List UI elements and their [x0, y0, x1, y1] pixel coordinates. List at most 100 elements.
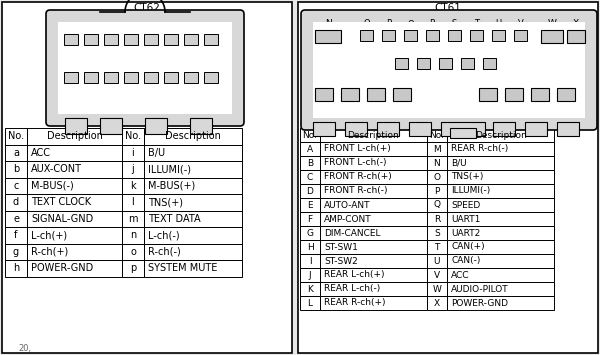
Bar — [427, 142, 447, 156]
Text: H: H — [464, 48, 470, 56]
Text: FRONT L-ch(-): FRONT L-ch(-) — [324, 158, 386, 168]
Text: ST-SW1: ST-SW1 — [324, 242, 358, 251]
Bar — [300, 296, 320, 310]
Bar — [541, 30, 563, 43]
Bar — [144, 178, 242, 194]
Bar — [447, 212, 554, 226]
Text: S: S — [452, 20, 457, 28]
Bar — [27, 211, 122, 227]
Text: p: p — [130, 263, 136, 273]
Text: G: G — [442, 48, 449, 56]
Bar — [320, 184, 427, 198]
Text: CT61: CT61 — [434, 3, 461, 13]
Bar — [144, 211, 242, 227]
Bar — [300, 170, 320, 184]
Text: G: G — [307, 229, 314, 237]
Bar — [122, 211, 144, 227]
Text: B/U: B/U — [451, 158, 467, 168]
Bar — [427, 226, 447, 240]
Bar — [122, 178, 144, 194]
Bar — [300, 226, 320, 240]
Text: R: R — [430, 20, 436, 28]
Bar — [5, 211, 27, 227]
Text: T: T — [434, 242, 440, 251]
Bar — [300, 254, 320, 268]
Bar — [27, 227, 122, 244]
Text: SYSTEM MUTE: SYSTEM MUTE — [148, 263, 217, 273]
Bar — [447, 268, 554, 282]
Text: h: h — [68, 62, 74, 71]
Text: J: J — [487, 77, 490, 87]
Bar — [27, 178, 122, 194]
Text: g: g — [88, 62, 94, 71]
Text: CAN(-): CAN(-) — [451, 257, 481, 266]
Bar — [27, 161, 122, 178]
Text: POWER-GND: POWER-GND — [31, 263, 93, 273]
Text: V: V — [518, 20, 523, 28]
Text: K: K — [511, 77, 517, 87]
Bar — [320, 170, 427, 184]
Text: X: X — [434, 299, 440, 307]
Bar — [367, 88, 385, 101]
Bar — [461, 58, 474, 69]
Bar — [122, 260, 144, 277]
Text: E: E — [307, 201, 313, 209]
Text: g: g — [13, 247, 19, 257]
Bar — [300, 268, 320, 282]
Text: REAR L-ch(+): REAR L-ch(+) — [324, 271, 385, 279]
Text: B: B — [307, 158, 313, 168]
Text: i: i — [131, 148, 134, 158]
Bar — [104, 34, 118, 45]
Bar — [2, 2, 292, 353]
Bar — [505, 88, 523, 101]
Text: L: L — [308, 299, 313, 307]
Bar — [145, 118, 167, 134]
Text: f: f — [14, 230, 17, 240]
Text: REAR R-ch(-): REAR R-ch(-) — [451, 144, 508, 153]
Bar — [300, 212, 320, 226]
Bar — [447, 296, 554, 310]
Bar — [122, 128, 144, 144]
Bar — [427, 128, 447, 142]
Text: ACC: ACC — [451, 271, 470, 279]
Bar — [315, 88, 333, 101]
Text: AUDIO-PILOT: AUDIO-PILOT — [451, 284, 509, 294]
Bar — [320, 212, 427, 226]
Text: f: f — [170, 62, 173, 71]
Bar — [427, 282, 447, 296]
Bar — [448, 30, 461, 41]
Bar — [27, 194, 122, 211]
Text: CT62: CT62 — [134, 3, 160, 13]
Text: H: H — [307, 242, 313, 251]
Text: UART1: UART1 — [451, 214, 481, 224]
Bar — [64, 72, 78, 83]
Bar — [320, 142, 427, 156]
Bar — [439, 58, 452, 69]
Text: k: k — [169, 24, 173, 33]
Bar — [144, 260, 242, 277]
Text: AMP-CONT: AMP-CONT — [324, 214, 371, 224]
FancyBboxPatch shape — [301, 10, 597, 130]
Bar — [122, 244, 144, 260]
Text: o: o — [130, 247, 136, 257]
Text: M-BUS(+): M-BUS(+) — [148, 181, 195, 191]
Text: c: c — [13, 181, 19, 191]
Bar — [531, 88, 549, 101]
Text: j: j — [131, 164, 134, 174]
Text: CAN(+): CAN(+) — [451, 242, 485, 251]
Bar — [567, 30, 585, 43]
Bar — [427, 240, 447, 254]
Bar — [300, 142, 320, 156]
Text: FRONT L-ch(+): FRONT L-ch(+) — [324, 144, 391, 153]
Text: ILLUMI(-): ILLUMI(-) — [451, 186, 490, 196]
Bar — [124, 34, 138, 45]
Bar — [320, 128, 427, 142]
Bar — [447, 170, 554, 184]
Text: k: k — [130, 181, 136, 191]
Bar — [320, 156, 427, 170]
Bar — [144, 144, 242, 161]
Text: REAR R-ch(+): REAR R-ch(+) — [324, 299, 386, 307]
Bar — [300, 156, 320, 170]
Text: O: O — [433, 173, 440, 181]
Text: D: D — [398, 77, 406, 87]
